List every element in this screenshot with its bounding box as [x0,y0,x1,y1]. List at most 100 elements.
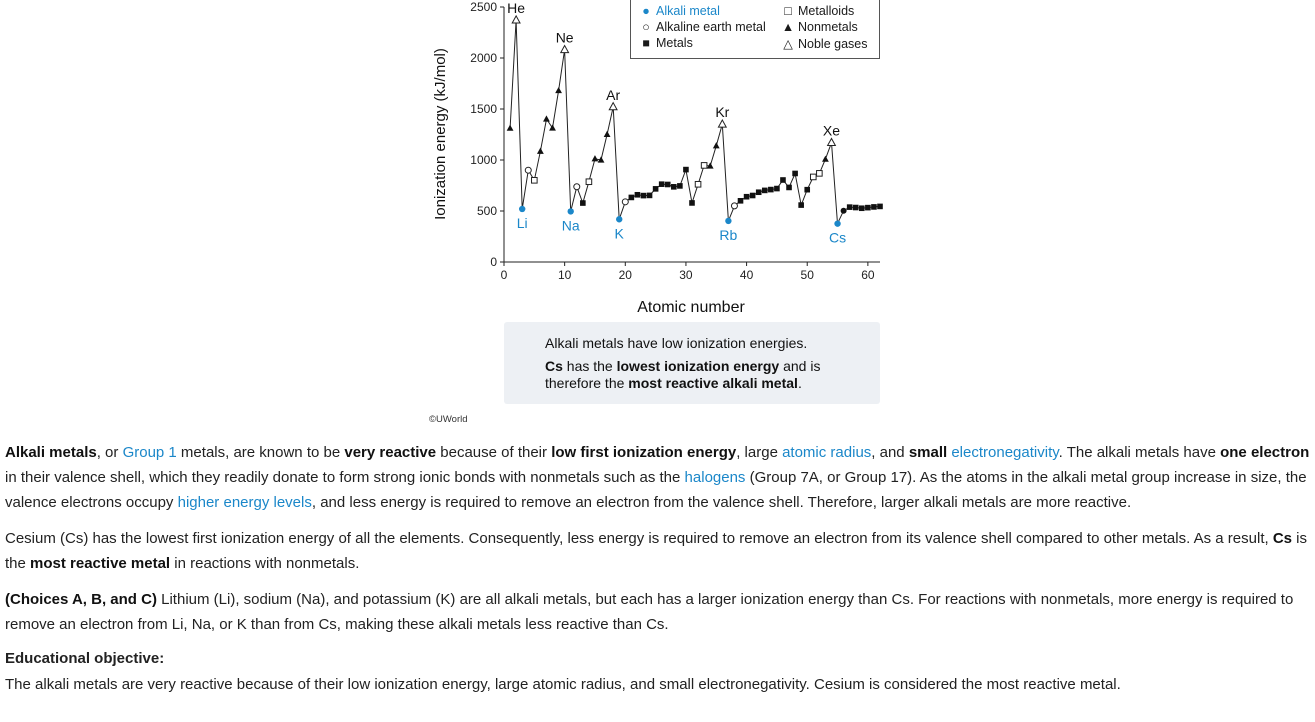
atomic-radius-link[interactable]: atomic radius [782,444,872,461]
chart-axes: 0 10 20 30 40 50 60 0 500 1000 1500 2000 2500 [470,0,880,282]
legend-item-noble-gases: △ Noble gases [781,36,867,51]
electronegativity-link[interactable]: electronegativity [951,444,1059,461]
bold-term: Alkali metals [5,444,97,461]
data-point-z33 [700,162,708,169]
educational-objective-text: The alkali metals are very reactive beca… [5,676,1121,693]
legend-label: Metalloids [798,4,855,18]
data-point-z35 [712,142,720,149]
data-point-z47 [786,184,792,191]
data-point-z37 [725,217,732,225]
data-point-z51 [809,173,817,181]
text: in reactions with nonmetals. [170,555,360,572]
text: Lithium (Li), sodium (Na), and potassium… [5,591,1294,633]
point-label-na: Na [562,217,580,233]
point-label-k: K [615,225,625,241]
data-point-z26 [658,181,665,187]
data-point-z22 [634,191,641,198]
x-axis-label: Atomic number [637,299,745,316]
data-point-z43 [761,187,768,194]
x-tick-label: 20 [619,268,633,282]
text: in their valence shell, which they readi… [5,469,685,486]
chart-point-labels: He Li Ne Na Ar K Kr Rb Xe Cs [507,0,846,246]
data-point-z23 [640,192,647,199]
data-point-z20 [621,198,629,206]
point-label-cs: Cs [829,230,846,246]
y-tick-label: 500 [477,204,497,218]
legend-item-metals: ■ Metals [639,36,693,50]
data-point-z46 [780,177,786,183]
point-label-he: He [507,0,525,16]
data-point-z5 [531,176,538,184]
chart-legend: ● Alkali metal ○ Alkaline earth metal ■ Met… [630,0,880,59]
data-point-z32 [694,180,702,188]
data-point-z56 [840,207,847,214]
data-point-z39 [737,198,744,204]
data-point-z7 [543,115,550,122]
data-point-z11 [567,208,574,215]
callout-bold: lowest ionization energy [616,358,780,374]
callout-bold: most reactive alkali metal [628,375,798,391]
data-point-z31 [689,200,695,206]
text: because of their [436,444,552,461]
data-point-z41 [749,192,756,199]
data-point-z61 [871,204,877,210]
legend-label: Nonmetals [798,20,858,34]
legend-item-alkaline-earth: ○ Alkaline earth metal [639,20,766,34]
ionization-energy-chart: 0 10 20 30 40 50 60 0 500 1000 1500 2000 2500 He Li Ne… [432,0,883,316]
halogens-link[interactable]: halogens [684,469,746,486]
data-point-z15 [591,155,599,162]
text: , and less energy is required to remove … [311,494,1132,511]
filled-square-icon: ■ [642,36,650,50]
x-tick-label: 10 [558,268,572,282]
open-triangle-icon: △ [783,37,793,51]
bold-term: low first ionization energy [551,444,737,461]
data-point-z54 [826,137,837,147]
x-tick-label: 40 [740,268,754,282]
data-point-z1 [506,124,514,131]
data-point-z17 [603,130,611,137]
open-square-icon: □ [784,4,792,18]
callout-text: and is therefore the [545,358,821,391]
point-label-rb: Rb [719,227,737,243]
data-point-z9 [555,86,562,94]
data-point-z18 [608,101,618,111]
data-point-z12 [573,183,581,191]
higher-energy-levels-link[interactable]: higher energy levels [177,494,312,511]
legend-item-nonmetals: ▲ Nonmetals [781,20,858,34]
y-tick-label: 2000 [470,51,497,65]
data-point-z59 [859,205,865,212]
y-tick-label: 0 [490,255,497,269]
legend-label: Alkali metal [656,4,720,18]
explanation-paragraph-1: Alkali metals, or Group 1 metals, are kn… [5,440,1310,515]
legend-item-metalloids: □ Metalloids [781,4,854,18]
educational-objective-heading: Educational objective: [5,650,165,667]
data-point-z3 [518,205,526,213]
data-point-z10 [559,44,570,54]
data-point-z28 [671,184,677,190]
data-point-z36 [717,118,728,128]
legend-item-alkali-metal: ● Alkali metal [639,4,720,18]
data-point-z16 [597,156,605,163]
data-point-z62 [877,203,883,210]
data-point-z49 [798,202,804,208]
chart-callout: Alkali metals have low ionization energi… [504,322,880,404]
data-point-z53 [822,155,829,162]
callout-cs: Cs [545,358,563,374]
y-tick-label: 1000 [470,153,497,167]
x-tick-label: 60 [861,268,875,282]
x-tick-label: 0 [501,268,508,282]
legend-label: Metals [656,36,693,50]
data-point-z48 [792,170,798,177]
bold-term: Cs [1272,530,1293,547]
callout-line-1: Alkali metals have low ionization energi… [545,335,808,351]
text: , and [871,444,909,461]
explanation-paragraph-2: Cesium (Cs) has the lowest first ionizat… [5,526,1310,576]
group-1-link[interactable]: Group 1 [122,444,177,461]
explanation-text: Alkali metals, or Group 1 metals, are kn… [5,440,1310,700]
data-point-z27 [664,181,671,188]
y-tick-label: 1500 [470,102,497,116]
text: Cesium (Cs) has the lowest first ionizat… [5,530,1273,547]
explanation-paragraph-3: (Choices A, B, and C) Lithium (Li), sodi… [5,587,1310,637]
data-point-z8 [549,124,556,131]
data-point-z14 [585,178,593,186]
